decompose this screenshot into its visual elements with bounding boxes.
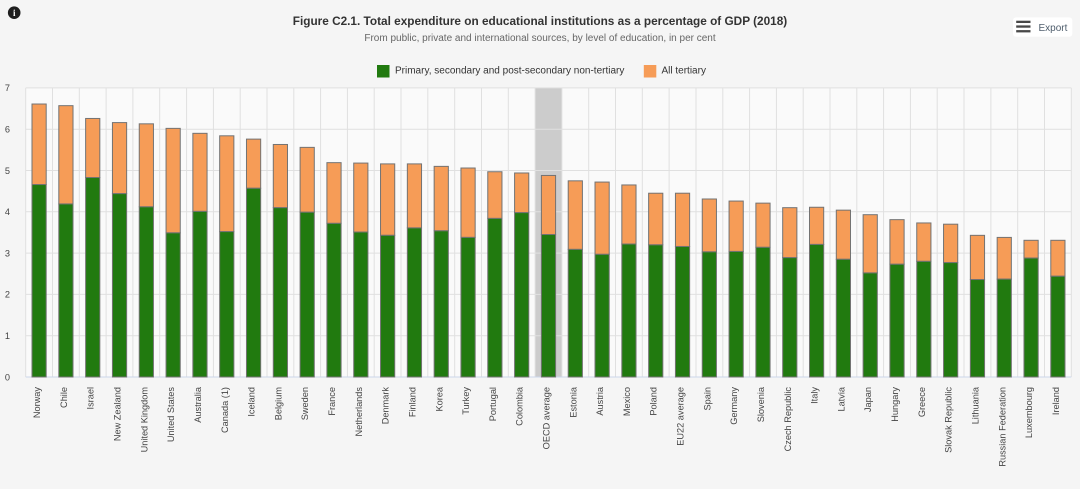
svg-text:Netherlands: Netherlands xyxy=(354,387,364,437)
svg-text:Export: Export xyxy=(1039,23,1068,34)
svg-text:Primary, secondary and post-se: Primary, secondary and post-secondary no… xyxy=(395,66,624,77)
svg-text:0: 0 xyxy=(5,372,10,382)
svg-text:Czech Republic: Czech Republic xyxy=(783,387,793,452)
svg-text:Norway: Norway xyxy=(32,387,42,419)
svg-text:Japan: Japan xyxy=(863,387,873,412)
svg-text:Latvia: Latvia xyxy=(836,386,846,411)
svg-text:Slovak Republic: Slovak Republic xyxy=(944,387,954,453)
svg-text:Austria: Austria xyxy=(595,386,605,415)
svg-text:Greece: Greece xyxy=(917,387,927,417)
svg-text:Lithuania: Lithuania xyxy=(970,386,980,424)
svg-text:France: France xyxy=(327,387,337,416)
svg-text:Estonia: Estonia xyxy=(568,386,578,418)
svg-text:Australia: Australia xyxy=(193,386,203,423)
svg-text:3: 3 xyxy=(5,248,10,258)
svg-text:United States: United States xyxy=(166,387,176,443)
svg-text:Mexico: Mexico xyxy=(622,387,632,416)
svg-text:4: 4 xyxy=(5,207,10,217)
svg-text:New Zealand: New Zealand xyxy=(113,387,123,441)
svg-text:Slovenia: Slovenia xyxy=(756,386,766,422)
svg-text:Sweden: Sweden xyxy=(300,387,310,420)
svg-text:Ireland: Ireland xyxy=(1051,387,1061,415)
svg-text:Germany: Germany xyxy=(729,387,739,425)
svg-text:5: 5 xyxy=(5,166,10,176)
svg-text:Poland: Poland xyxy=(649,387,659,416)
svg-text:Chile: Chile xyxy=(59,387,69,408)
svg-text:Figure C2.1. Total expenditure: Figure C2.1. Total expenditure on educat… xyxy=(293,14,788,28)
svg-text:1: 1 xyxy=(5,331,10,341)
svg-text:All tertiary: All tertiary xyxy=(662,66,706,77)
svg-text:i: i xyxy=(13,8,16,18)
svg-text:From public, private and inter: From public, private and international s… xyxy=(364,33,716,44)
svg-text:Denmark: Denmark xyxy=(381,387,391,425)
svg-text:Israel: Israel xyxy=(86,387,96,409)
svg-text:Russian Federation: Russian Federation xyxy=(997,387,1007,467)
svg-text:United Kingdom: United Kingdom xyxy=(139,387,149,453)
svg-text:Iceland: Iceland xyxy=(247,387,257,417)
svg-text:Turkey: Turkey xyxy=(461,387,471,415)
svg-text:7: 7 xyxy=(5,83,10,93)
svg-text:Korea: Korea xyxy=(434,386,444,411)
svg-text:Italy: Italy xyxy=(810,387,820,404)
svg-text:Spain: Spain xyxy=(702,387,712,411)
svg-text:2: 2 xyxy=(5,290,10,300)
svg-text:Hungary: Hungary xyxy=(890,387,900,422)
svg-text:EU22 average: EU22 average xyxy=(676,387,686,446)
svg-text:Finland: Finland xyxy=(407,387,417,417)
svg-text:Portugal: Portugal xyxy=(488,387,498,421)
svg-text:Luxembourg: Luxembourg xyxy=(1024,387,1034,438)
svg-text:6: 6 xyxy=(5,125,10,135)
svg-text:OECD average: OECD average xyxy=(542,387,552,449)
svg-text:Colombia: Colombia xyxy=(515,386,525,426)
svg-text:Canada (1): Canada (1) xyxy=(220,387,230,433)
svg-text:Belgium: Belgium xyxy=(273,387,283,421)
